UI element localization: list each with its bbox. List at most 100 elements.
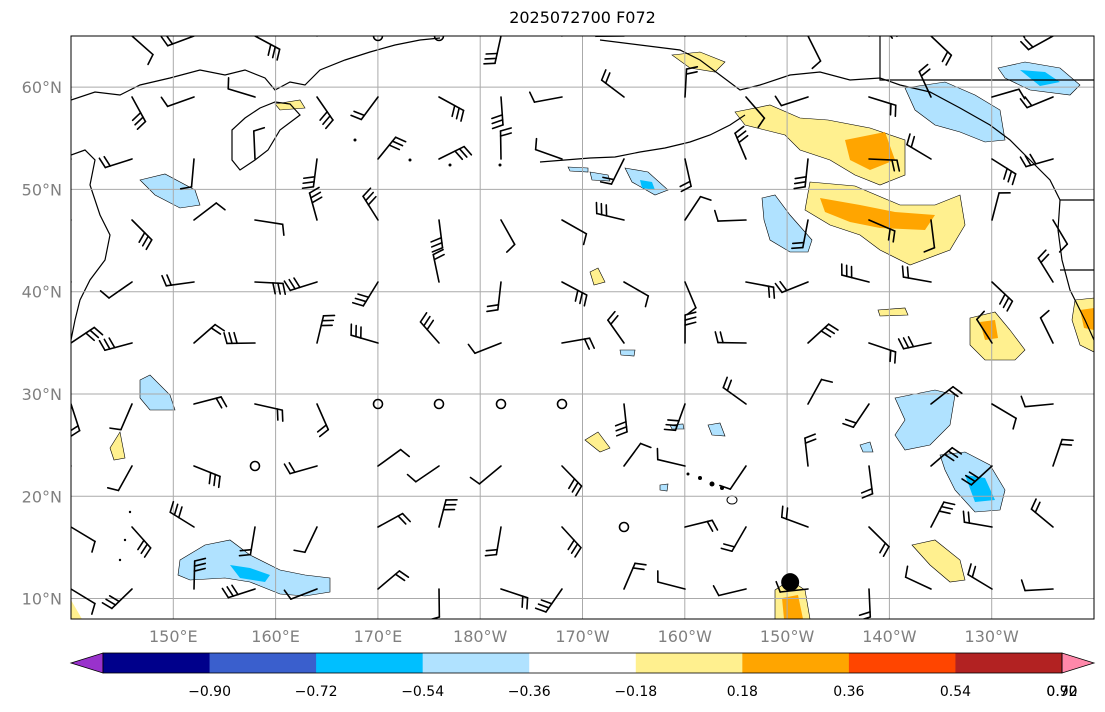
anomaly-region	[71, 600, 82, 619]
colorbar-segment	[209, 653, 317, 673]
anomaly-region	[671, 51, 726, 73]
wind-barb	[918, 63, 932, 98]
anomaly-region	[1080, 308, 1094, 330]
wind-barb	[406, 465, 440, 483]
wind-barb	[293, 526, 318, 554]
wind-barb	[169, 500, 195, 528]
wind-barb	[438, 498, 458, 528]
wind-barb	[722, 376, 747, 405]
island	[408, 158, 412, 162]
anomaly-region	[230, 565, 270, 582]
wind-barb	[868, 526, 890, 558]
wind-barb	[561, 526, 582, 558]
wind-barb	[528, 91, 563, 103]
wind-barb	[131, 219, 153, 251]
wind-barb	[860, 465, 874, 499]
anomaly-region	[707, 422, 726, 437]
anomaly-region	[911, 539, 966, 583]
wind-barb	[868, 36, 898, 39]
wind-barb	[193, 557, 207, 590]
wind-barb	[71, 403, 81, 438]
anomaly-region	[980, 320, 998, 340]
wind-barb	[484, 526, 502, 557]
colorbar-tick-label: −0.36	[508, 684, 551, 700]
island	[498, 163, 502, 167]
wind-barb	[561, 36, 563, 37]
wind-barb	[930, 36, 953, 66]
wind-barb	[1052, 219, 1069, 253]
wind-barb	[315, 36, 318, 37]
wind-barb	[469, 465, 502, 485]
wind-barb	[221, 584, 256, 599]
colorbar-segment	[848, 653, 956, 673]
wind-barb	[193, 202, 226, 221]
wind-barb	[351, 281, 379, 307]
colorbar-tick-label: 0.72	[1046, 684, 1077, 700]
colorbar-segment	[422, 653, 530, 673]
wind-barb	[745, 96, 766, 129]
wind-barb	[160, 96, 195, 108]
lon-label: 170°E	[354, 627, 403, 646]
wind-barb	[534, 588, 563, 613]
lat-label: 20°N	[22, 487, 62, 506]
coastline-alaska-peninsula	[539, 114, 746, 163]
wind-barb	[316, 96, 334, 130]
island	[118, 558, 122, 562]
wind-barb	[283, 461, 318, 475]
wind-barb-calm	[495, 398, 507, 410]
colorbar-segment	[529, 653, 637, 673]
wind-barb	[991, 192, 1011, 221]
location-marker	[781, 573, 800, 592]
wind-barb	[561, 337, 596, 350]
lat-label: 50°N	[22, 180, 62, 199]
wind-barb	[840, 263, 870, 283]
wind-barb-calm	[433, 36, 445, 42]
wind-barb	[429, 588, 441, 619]
anomaly-region	[139, 374, 176, 411]
wind-barb	[684, 311, 697, 344]
wind-barb	[71, 526, 96, 553]
islands	[118, 138, 738, 562]
colorbar-segment	[103, 653, 211, 673]
anomaly-region	[139, 173, 201, 209]
wind-barb	[967, 563, 993, 590]
wind-barb	[131, 96, 147, 130]
wind-barb	[486, 281, 502, 313]
lat-label: 30°N	[22, 385, 62, 404]
lon-label: 160°E	[251, 627, 300, 646]
wind-barb	[308, 186, 323, 221]
wind-barb	[842, 403, 870, 429]
wind-barb	[774, 280, 809, 294]
wind-barb	[791, 219, 809, 250]
wind-barb	[500, 588, 529, 610]
wind-barb	[807, 36, 822, 70]
wind-barb	[793, 158, 809, 190]
wind-barb	[930, 446, 963, 467]
anomaly-region	[177, 539, 331, 597]
wind-barb	[101, 588, 133, 610]
lat-label: 10°N	[22, 590, 62, 609]
anomaly-region	[904, 81, 1006, 143]
wind-barb	[1020, 395, 1054, 408]
anomaly-region	[659, 483, 669, 492]
colorbar-extend-high	[1061, 652, 1096, 674]
wind-barb-calm	[618, 521, 630, 533]
wind-barb	[714, 331, 747, 344]
wind-barb	[131, 36, 154, 66]
wind-barb	[684, 281, 697, 316]
wind-barb	[1030, 498, 1054, 528]
wind-barb	[780, 505, 809, 528]
colorbar-tick-label: 0.54	[940, 684, 971, 700]
colorbar-tick-label: −0.18	[614, 684, 657, 700]
wind-barb	[254, 219, 285, 237]
wind-barb	[350, 96, 379, 121]
wind-barb	[561, 281, 588, 307]
wind-barb	[1037, 249, 1054, 283]
lon-label: 130°W	[965, 627, 1020, 646]
wind-barb	[657, 570, 686, 590]
wind-barb	[227, 77, 256, 98]
wind-barb	[868, 342, 897, 364]
wind-barb	[377, 512, 411, 528]
anomaly-region	[845, 132, 895, 170]
